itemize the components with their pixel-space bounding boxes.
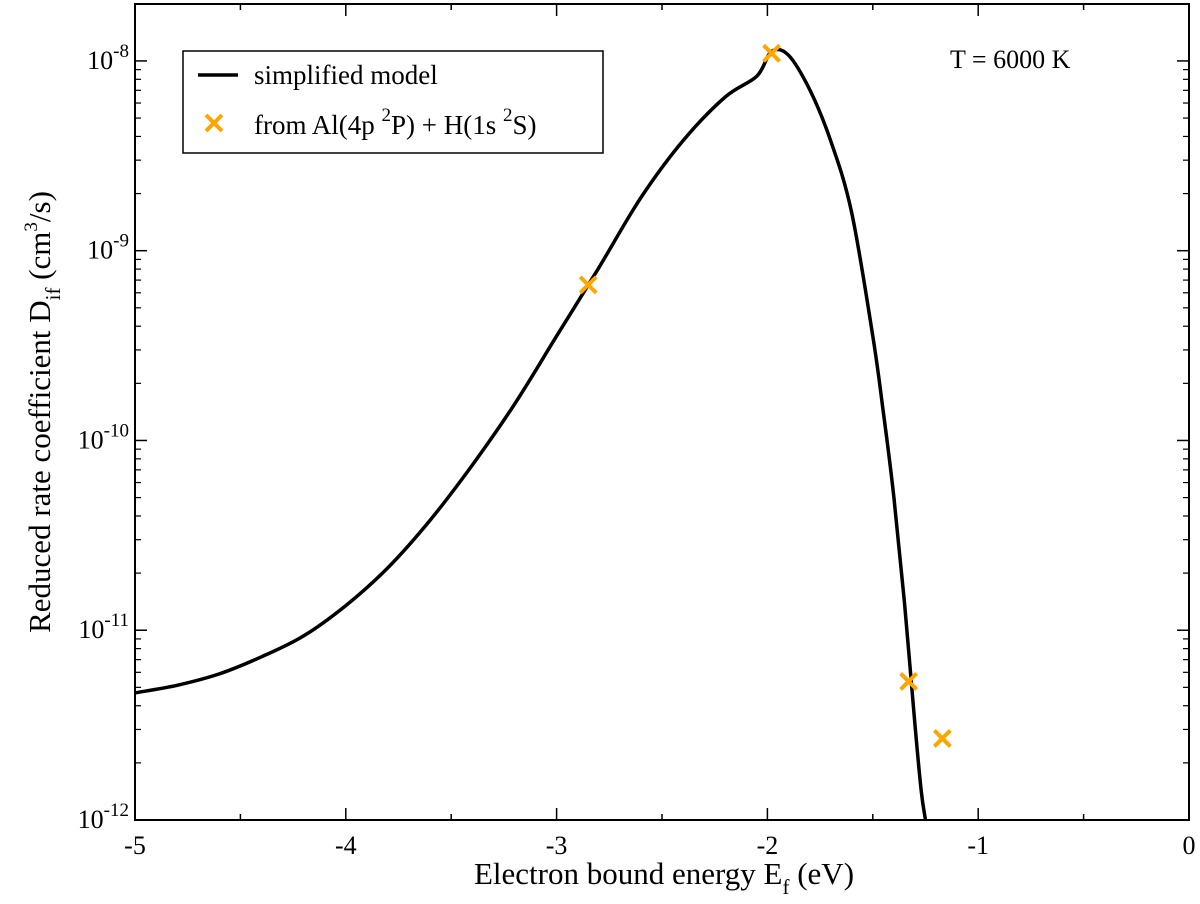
x-tick-label: 0 [1183, 831, 1196, 860]
x-tick-label: -3 [546, 831, 568, 860]
legend-entry-simplified-model: simplified model [254, 60, 438, 90]
y-tick-label: 10-8 [87, 41, 129, 75]
data-point-marker [932, 728, 952, 748]
series-line-simplified-model [134, 47, 928, 821]
x-tick-label: -4 [335, 831, 357, 860]
y-tick-label: 10-12 [78, 800, 129, 834]
x-tick-label: -5 [124, 831, 146, 860]
y-tick-label: 10-10 [78, 420, 129, 454]
data-point-marker [578, 275, 598, 295]
y-tick-label: 10-9 [87, 231, 129, 265]
legend-entry-al-h: from Al(4p 2P) + H(1s 2S) [254, 105, 537, 140]
data-point-marker [899, 672, 919, 691]
series-markers-al-h [578, 43, 952, 748]
legend-box [182, 50, 604, 154]
y-tick-label: 10-11 [78, 610, 129, 644]
x-tick-labels: -5 -4 -3 -2 -1 0 [124, 831, 1195, 860]
temperature-annotation: T = 6000 K [950, 45, 1071, 74]
x-tick-label: -1 [967, 831, 989, 860]
x-tick-label: -2 [757, 831, 779, 860]
legend: simplified model from Al(4p 2P) + H(1s 2… [182, 50, 604, 154]
y-tick-labels: 10-12 10-11 10-10 10-9 10-8 [78, 41, 129, 834]
x-axis-title: Electron bound energy Ef (eV) [474, 856, 854, 899]
legend-marker-swatch [204, 113, 224, 133]
axis-ticks [134, 4, 1190, 821]
y-axis-title: Reduced rate coefficient Dif (cm3/s) [21, 191, 65, 633]
data-point-marker [762, 43, 782, 63]
